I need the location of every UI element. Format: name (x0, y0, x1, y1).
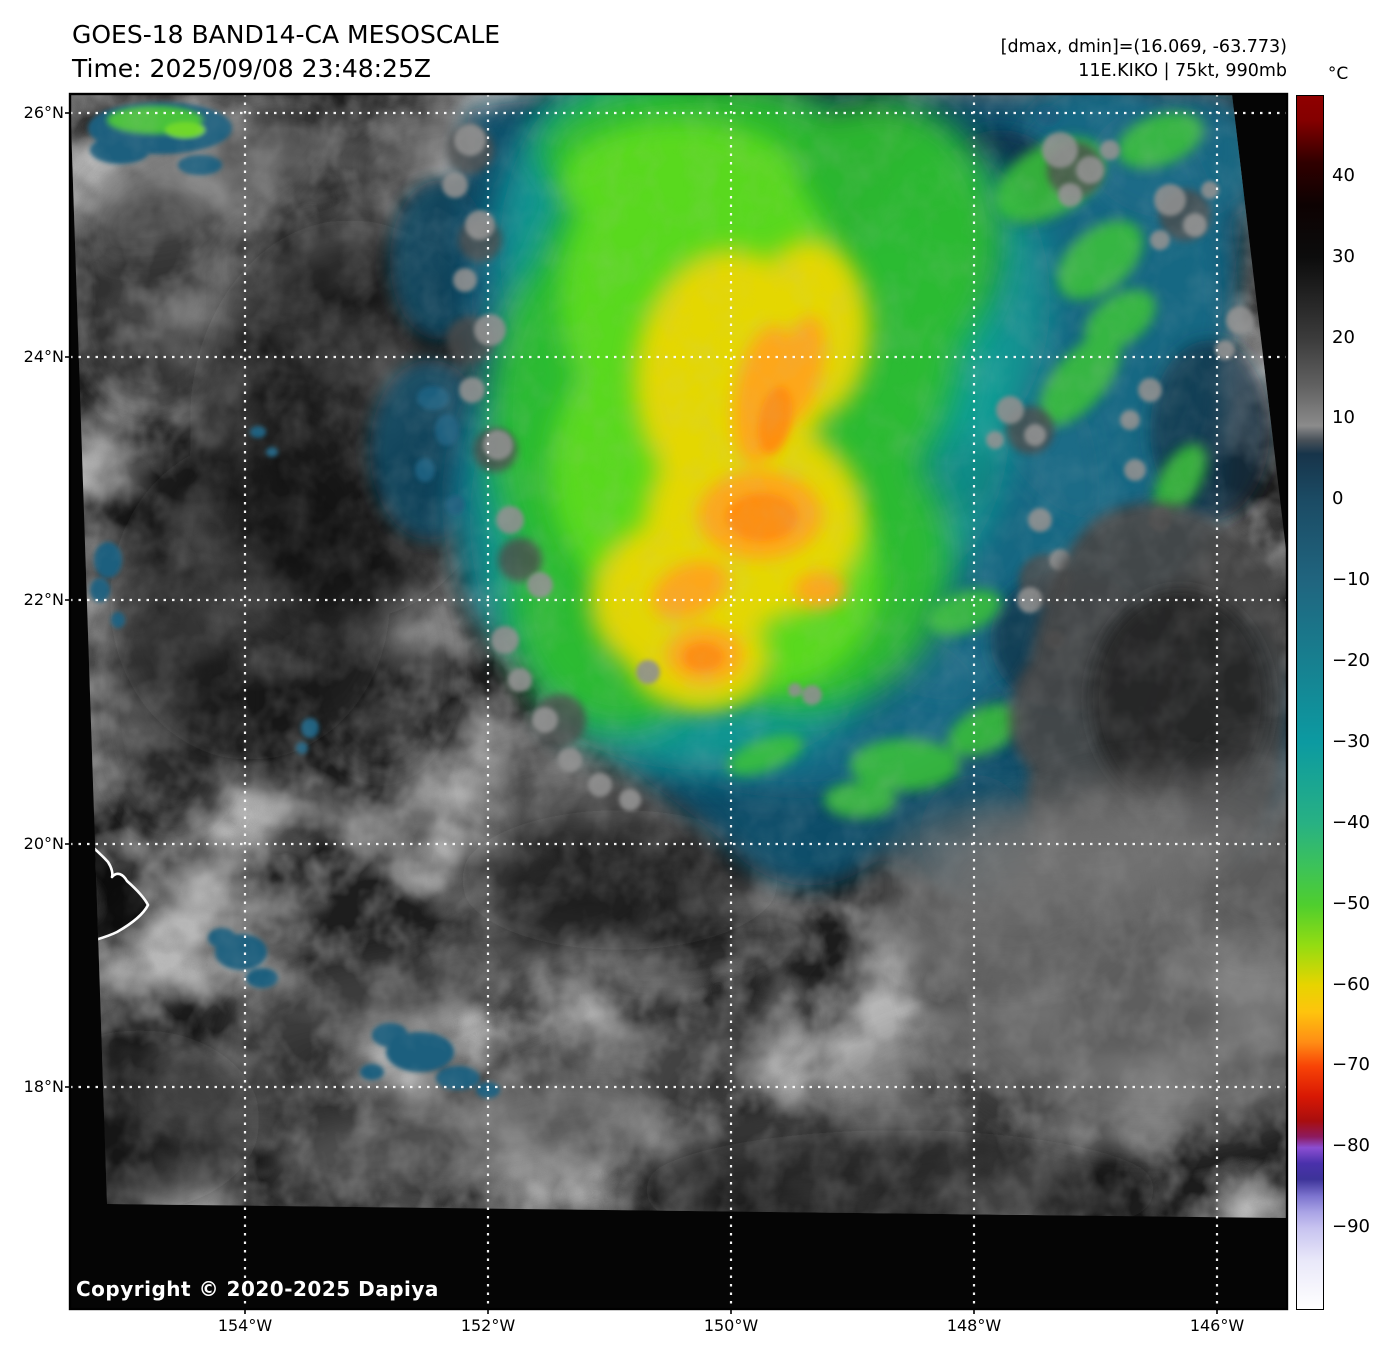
lon-tick-label: 150°W (703, 1316, 759, 1335)
map-frame (68, 92, 1289, 1311)
colorbar-tick-label: −70 (1332, 1054, 1370, 1076)
satellite-data-layer (70, 94, 1287, 1218)
lat-tick-label: 22°N (23, 590, 64, 609)
colorbar-tick-label: 20 (1332, 326, 1355, 348)
lat-tick-label: 18°N (23, 1077, 64, 1096)
lon-tick-label: 148°W (946, 1316, 1002, 1335)
colorbar-tick-label: −30 (1332, 730, 1370, 752)
lon-tick-label: 152°W (460, 1316, 516, 1335)
storm-info-label: 11E.KIKO | 75kt, 990mb (1078, 61, 1287, 81)
colorbar-tick-label: 0 (1332, 488, 1344, 510)
lon-tick-label: 154°W (217, 1316, 273, 1335)
product-title: GOES-18 BAND14-CA MESOSCALE (72, 20, 501, 49)
colorbar-tick-label: 40 (1332, 164, 1355, 186)
latlon-gridlines (70, 94, 1287, 1309)
colorbar-unit-label: °C (1327, 64, 1349, 84)
copyright-notice: Copyright © 2020-2025 Dapiya (76, 1277, 439, 1301)
lat-tick-label: 24°N (23, 347, 64, 366)
colorbar-tick-label: 10 (1332, 407, 1355, 429)
lat-tick-label: 26°N (23, 103, 64, 122)
colorbar-tick-label: −20 (1332, 650, 1370, 672)
lat-tick-label: 20°N (23, 834, 64, 853)
colorbar-tick-label: −50 (1332, 892, 1370, 914)
colorbar-tick-label: −80 (1332, 1135, 1370, 1157)
colorbar (1296, 95, 1324, 1310)
colorbar-tick-label: −40 (1332, 811, 1370, 833)
colorbar-tick-label: −90 (1332, 1216, 1370, 1238)
colorbar-tick-label: 30 (1332, 245, 1355, 267)
dmax-dmin-readout: [dmax, dmin]=(16.069, -63.773) (1000, 37, 1287, 57)
lon-tick-label: 146°W (1189, 1316, 1245, 1335)
colorbar-tick-label: −10 (1332, 569, 1370, 591)
product-time: Time: 2025/09/08 23:48:25Z (72, 54, 431, 83)
colorbar-tick-label: −60 (1332, 973, 1370, 995)
